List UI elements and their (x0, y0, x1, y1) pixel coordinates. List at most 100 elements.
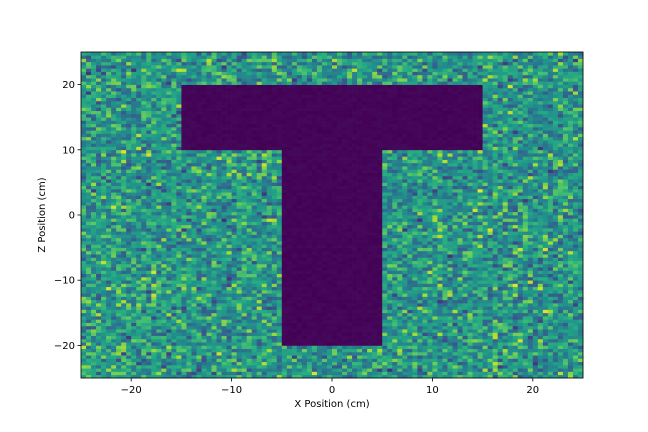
heatmap-cell (462, 224, 468, 229)
heatmap-cell (507, 276, 514, 281)
heatmap-cell (427, 316, 433, 320)
heatmap-cell (301, 348, 308, 353)
heatmap-cell (532, 312, 539, 317)
heatmap-cell (231, 371, 237, 376)
heatmap-cell (236, 342, 242, 346)
heatmap-cell (206, 289, 212, 294)
heatmap-cell (116, 267, 122, 271)
heatmap-cell (467, 371, 473, 376)
heatmap-cell (86, 254, 92, 258)
heatmap-cell (101, 342, 107, 346)
heatmap-cell (572, 371, 579, 376)
heatmap-cell (286, 335, 293, 340)
heatmap-cell (171, 250, 177, 255)
heatmap-cell (387, 286, 393, 291)
heatmap-cell (467, 221, 473, 226)
heatmap-cell (191, 270, 197, 275)
heatmap-cell (422, 316, 428, 320)
heatmap-cell (477, 280, 483, 284)
heatmap-cell (417, 221, 423, 226)
heatmap-cell (271, 270, 278, 275)
heatmap-cell (86, 306, 92, 310)
heatmap-cell (281, 254, 288, 258)
heatmap-cell (221, 348, 227, 353)
heatmap-cell (452, 316, 458, 320)
heatmap-cell (442, 332, 448, 336)
heatmap-cell (146, 218, 152, 222)
heatmap-cell (286, 306, 293, 310)
heatmap-cell (236, 345, 242, 350)
heatmap-cell (251, 325, 258, 330)
heatmap-cell (116, 283, 122, 288)
heatmap-cell (211, 276, 217, 281)
heatmap-cell (281, 329, 288, 333)
heatmap-cell (407, 289, 413, 294)
heatmap-cell (402, 215, 408, 219)
heatmap-cell (427, 293, 433, 297)
heatmap-cell (452, 299, 458, 304)
heatmap-cell (467, 289, 473, 294)
heatmap-cell (326, 299, 333, 304)
heatmap-cell (256, 312, 263, 317)
heatmap-cell (472, 283, 478, 288)
heatmap-cell (206, 228, 212, 232)
heatmap-cell (171, 218, 177, 222)
heatmap-cell (111, 221, 117, 226)
heatmap-cell (271, 228, 278, 232)
heatmap-cell (136, 247, 142, 252)
heatmap-cell (226, 371, 232, 376)
heatmap-cell (492, 371, 499, 376)
heatmap-cell (522, 338, 529, 343)
heatmap-cell (552, 237, 559, 242)
heatmap-cell (492, 319, 499, 323)
heatmap-cell (422, 224, 428, 229)
heatmap-cell (116, 273, 122, 278)
heatmap-cell (311, 247, 318, 252)
heatmap-cell (156, 325, 162, 330)
heatmap-cell (472, 228, 478, 232)
heatmap-cell (517, 332, 524, 336)
heatmap-cell (342, 368, 348, 372)
heatmap-cell (231, 234, 237, 239)
heatmap-cell (111, 371, 117, 376)
heatmap-cell (156, 247, 162, 252)
heatmap-cell (176, 306, 182, 310)
heatmap-cell (427, 237, 433, 242)
heatmap-cell (377, 316, 383, 320)
heatmap-cell (116, 254, 122, 258)
heatmap-cell (347, 312, 353, 317)
heatmap-cell (492, 293, 499, 297)
heatmap-cell (96, 224, 102, 229)
heatmap-cell (357, 332, 363, 336)
heatmap-cell (281, 332, 288, 336)
heatmap-cell (492, 257, 499, 261)
heatmap-cell (362, 299, 368, 304)
heatmap-cell (332, 215, 338, 219)
heatmap-cell (492, 276, 499, 281)
heatmap-cell (382, 289, 388, 294)
heatmap-cell (422, 257, 428, 261)
heatmap-cell (547, 263, 554, 268)
heatmap-cell (141, 296, 147, 301)
heatmap-cell (106, 296, 112, 301)
heatmap-cell (357, 368, 363, 372)
heatmap-cell (186, 267, 192, 271)
heatmap-cell (442, 267, 448, 271)
heatmap-cell (201, 329, 207, 333)
heatmap-cell (417, 312, 423, 317)
heatmap-cell (106, 260, 112, 265)
heatmap-cell (362, 257, 368, 261)
heatmap-cell (141, 218, 147, 222)
heatmap-cell (226, 218, 232, 222)
heatmap-cell (397, 296, 403, 301)
heatmap-cell (101, 267, 107, 271)
heatmap-cell (161, 254, 167, 258)
heatmap-cell (106, 228, 112, 232)
heatmap-cell (301, 247, 308, 252)
heatmap-cell (387, 329, 393, 333)
heatmap-cell (472, 348, 478, 353)
heatmap-cell (221, 355, 227, 359)
heatmap-cell (206, 237, 212, 242)
heatmap-cell (246, 358, 253, 363)
heatmap-cell (337, 303, 343, 307)
